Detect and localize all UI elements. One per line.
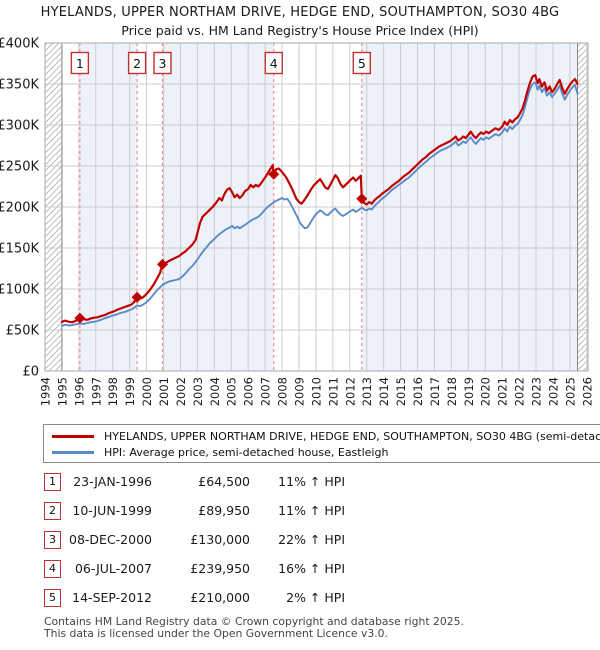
- price-history-chart: 1 2 3 4 5 £0 £50K £100K £150K £200K £250K £300K £350…: [0, 37, 594, 407]
- transaction-row: 5 14-SEP-2012 £210,000 2% ↑ HPI: [0, 588, 600, 617]
- sale-marker-5: [356, 193, 368, 205]
- transaction-row: 2 10-JUN-1999 £89,950 11% ↑ HPI: [0, 501, 600, 530]
- legend-hpi-label: HPI: Average price, semi-detached house,…: [104, 446, 389, 459]
- y-tick-label: £0: [22, 365, 39, 380]
- x-tick-label: 2016: [411, 377, 425, 406]
- x-tick-label: 2011: [326, 377, 340, 406]
- event-flag-3: [153, 51, 172, 75]
- x-tick-label: 2010: [309, 377, 323, 406]
- transaction-vs-hpi: 11% ↑ HPI: [278, 474, 345, 489]
- property-line-swatch: [52, 435, 94, 438]
- transaction-number-badge: 4: [44, 560, 61, 578]
- x-tick-label: 2004: [208, 377, 222, 406]
- transaction-vs-hpi: 11% ↑ HPI: [278, 503, 345, 518]
- y-tick-label: £100K: [0, 283, 39, 298]
- transaction-date: 14-SEP-2012: [72, 590, 152, 605]
- transaction-date: 06-JUL-2007: [74, 561, 152, 576]
- x-tick-label: 2014: [377, 377, 391, 406]
- x-tick-label: 1995: [55, 377, 69, 406]
- event-flag-number: 4: [270, 56, 278, 71]
- legend-property-label: HYELANDS, UPPER NORTHAM DRIVE, HEDGE END…: [104, 430, 600, 443]
- transaction-price: £239,950: [190, 561, 250, 576]
- x-tick-label: 2018: [445, 377, 459, 406]
- y-tick-label: £250K: [0, 160, 39, 175]
- event-flag-number: 5: [358, 56, 366, 71]
- x-tick-label: 2024: [546, 377, 560, 406]
- x-tick-label: 2003: [191, 377, 205, 406]
- hpi-line-swatch: [52, 451, 94, 454]
- x-tick-label: 2009: [292, 377, 306, 406]
- x-tick-label: 2005: [225, 377, 239, 406]
- transactions-table: 1 23-JAN-1996 £64,500 11% ↑ HPI 2 10-JUN…: [0, 472, 600, 617]
- x-tick-label: 2026: [580, 377, 594, 406]
- transaction-number-badge: 3: [44, 531, 61, 549]
- sale-marker-3: [157, 258, 169, 270]
- sale-marker-2: [131, 291, 143, 303]
- y-tick-label: £150K: [0, 242, 39, 257]
- x-tick-label: 2007: [259, 377, 273, 406]
- transaction-date: 10-JUN-1999: [72, 503, 152, 518]
- transaction-row: 3 08-DEC-2000 £130,000 22% ↑ HPI: [0, 530, 600, 559]
- x-tick-label: 1994: [39, 377, 53, 406]
- transaction-vs-hpi: 2% ↑ HPI: [286, 590, 345, 605]
- sale-marker-4: [268, 168, 280, 180]
- legend-row-property: HYELANDS, UPPER NORTHAM DRIVE, HEDGE END…: [52, 428, 600, 445]
- y-tick-label: £400K: [0, 37, 39, 52]
- transaction-number-badge: 2: [44, 502, 61, 520]
- plot-border: [44, 42, 589, 372]
- chart-legend: HYELANDS, UPPER NORTHAM DRIVE, HEDGE END…: [43, 424, 600, 463]
- y-tick-label: £350K: [0, 78, 39, 93]
- x-tick-label: 1996: [72, 377, 86, 406]
- event-flag-5: [352, 51, 371, 75]
- x-tick-label: 2002: [174, 377, 188, 406]
- y-tick-label: £200K: [0, 201, 39, 216]
- transaction-vs-hpi: 22% ↑ HPI: [278, 532, 345, 547]
- x-tick-label: 1998: [106, 377, 120, 406]
- chart-subtitle: Price paid vs. HM Land Registry's House …: [121, 23, 479, 38]
- x-tick-label: 2023: [530, 377, 544, 406]
- transaction-row: 1 23-JAN-1996 £64,500 11% ↑ HPI: [0, 472, 600, 501]
- x-tick-label: 2020: [479, 377, 493, 406]
- x-tick-label: 1997: [89, 377, 103, 406]
- transaction-price: £130,000: [190, 532, 250, 547]
- transaction-vs-hpi: 16% ↑ HPI: [278, 561, 345, 576]
- transaction-price: £64,500: [198, 474, 250, 489]
- legend-row-hpi: HPI: Average price, semi-detached house,…: [52, 444, 388, 461]
- x-tick-label: 2008: [276, 377, 290, 406]
- x-tick-label: 2017: [428, 377, 442, 406]
- x-tick-label: 2022: [513, 377, 527, 406]
- transaction-price: £89,950: [198, 503, 250, 518]
- x-tick-label: 2013: [360, 377, 374, 406]
- transaction-number-badge: 5: [44, 589, 61, 607]
- x-tick-label: 2025: [563, 377, 577, 406]
- event-flag-number: 1: [76, 56, 84, 71]
- event-flag-2: [127, 51, 147, 75]
- transaction-date: 23-JAN-1996: [73, 474, 152, 489]
- hpi-line: [60, 81, 579, 327]
- sale-marker-1: [74, 312, 86, 324]
- license-footer: Contains HM Land Registry data © Crown c…: [44, 616, 464, 639]
- y-tick-label: £300K: [0, 119, 39, 134]
- x-tick-label: 2019: [462, 377, 476, 406]
- event-flag-number: 3: [159, 56, 167, 71]
- footer-line-1: Contains HM Land Registry data © Crown c…: [44, 615, 464, 628]
- x-tick-label: 2000: [140, 377, 154, 406]
- x-tick-label: 1999: [123, 377, 137, 406]
- transaction-number-badge: 1: [44, 473, 61, 491]
- x-tick-label: 2021: [496, 377, 510, 406]
- transaction-price: £210,000: [190, 590, 250, 605]
- event-flag-1: [70, 51, 90, 75]
- transaction-date: 08-DEC-2000: [69, 532, 152, 547]
- chart-title: HYELANDS, UPPER NORTHAM DRIVE, HEDGE END…: [40, 5, 560, 20]
- x-tick-label: 2015: [394, 377, 408, 406]
- x-tick-label: 2001: [157, 377, 171, 406]
- transaction-row: 4 06-JUL-2007 £239,950 16% ↑ HPI: [0, 559, 600, 588]
- y-tick-label: £50K: [6, 324, 40, 339]
- x-tick-label: 2006: [242, 377, 256, 406]
- event-flag-number: 2: [133, 56, 141, 71]
- footer-line-2: This data is licensed under the Open Gov…: [44, 626, 388, 640]
- event-flag-4: [264, 51, 283, 75]
- x-tick-label: 2012: [343, 377, 357, 406]
